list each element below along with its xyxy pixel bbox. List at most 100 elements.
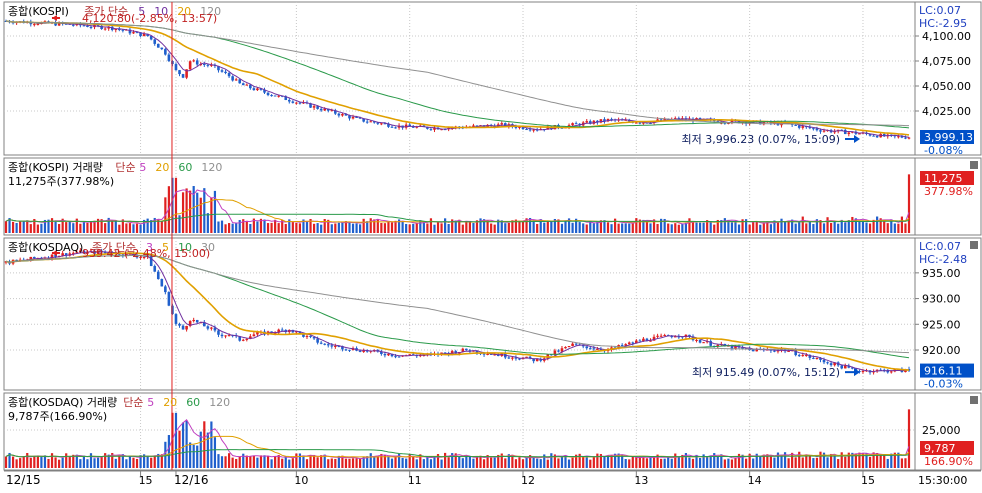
volume-bar (883, 455, 886, 468)
volume-bar (451, 219, 454, 233)
volume-bar (408, 224, 411, 233)
volume-bar (528, 217, 532, 233)
volume-bar (868, 456, 872, 468)
candle-body (673, 336, 677, 338)
volume-bar (284, 456, 287, 468)
candle-body (174, 314, 178, 324)
candle-body (266, 92, 270, 96)
candle-body (358, 117, 362, 119)
volume-bar (196, 192, 199, 233)
candle-body (241, 83, 245, 86)
candle-body (443, 129, 447, 131)
candle-body (174, 64, 178, 71)
volume-bar (543, 454, 546, 468)
volume-bar (135, 223, 139, 233)
high-arrowhead (51, 250, 57, 256)
volume-bar (40, 457, 43, 468)
volume-bar (674, 453, 677, 468)
candle-body (217, 66, 220, 71)
volume-bar (589, 459, 592, 468)
volume-bar (617, 453, 620, 468)
volume-bar (652, 456, 656, 468)
candle-body (907, 137, 911, 139)
candle-body (833, 362, 836, 366)
volume-bar (684, 222, 688, 233)
volume-bar (380, 453, 383, 468)
candle-body (298, 331, 302, 334)
volume-bar (504, 223, 507, 233)
volume-bar (585, 224, 588, 233)
volume-bar (571, 457, 574, 468)
current-change: 166.90% (924, 455, 973, 468)
volume-bar (394, 456, 397, 468)
candle-body (203, 322, 206, 327)
volume-bar (118, 224, 121, 233)
volume-ma-5 (5, 189, 910, 225)
volume-bar (876, 216, 879, 233)
volume-bar (486, 220, 489, 233)
volume-bar (840, 452, 843, 468)
candle-body (252, 334, 256, 337)
panel-title: 종합(KOSDAQ) (8, 241, 83, 254)
panel-close-button[interactable] (970, 161, 978, 169)
candle-body (71, 252, 75, 254)
volume-bar (773, 220, 776, 233)
volume-bar (447, 224, 450, 233)
candle-body (270, 95, 273, 97)
volume-bar (40, 223, 43, 233)
y-tick-label: 4,100.00 (922, 30, 971, 43)
volume-bar (15, 459, 18, 468)
candle-body (585, 346, 589, 349)
candle-body (153, 266, 157, 272)
candle-body (904, 137, 907, 139)
volume-bar (118, 454, 121, 468)
candle-body (164, 286, 167, 293)
volume-bar (50, 453, 54, 468)
candle-body (245, 84, 249, 86)
volume-bar (734, 457, 737, 468)
candle-body (153, 39, 157, 44)
volume-bar (723, 218, 726, 233)
volume-bar (585, 457, 588, 468)
volume-bar (189, 442, 192, 468)
candle-body (206, 326, 210, 329)
volume-bar (532, 220, 535, 233)
candle-body (805, 354, 808, 356)
panel-title: 종합(KOSPI) 거래량 (8, 161, 103, 174)
candle-body (702, 342, 705, 344)
candle-body (86, 25, 89, 27)
volume-bar (879, 455, 882, 468)
volume-bar (153, 217, 156, 233)
volume-bar (649, 223, 652, 233)
volume-bar (550, 453, 553, 468)
volume-bar (79, 223, 82, 233)
volume-bar (337, 455, 340, 468)
volume-bar (826, 457, 829, 468)
candle-body (256, 88, 259, 91)
panel-close-button[interactable] (970, 396, 978, 404)
volume-bar (401, 457, 404, 468)
volume-bar (33, 218, 36, 233)
candle-body (525, 129, 528, 131)
candle-body (351, 116, 355, 119)
volume-bar (362, 457, 365, 468)
candle-body (518, 358, 521, 360)
volume-bar (348, 222, 351, 233)
volume-bar (36, 455, 39, 468)
candle-body (238, 336, 242, 341)
panel-close-button[interactable] (970, 241, 978, 249)
candle-body (188, 61, 192, 70)
volume-bar (706, 456, 709, 468)
volume-bar (890, 219, 893, 233)
volume-bar (490, 457, 493, 468)
volume-bar (677, 456, 680, 468)
volume-bar (387, 221, 390, 233)
hc-label: HC:-2.95 (919, 17, 967, 30)
candle-body (82, 25, 86, 27)
candle-body (139, 32, 142, 37)
volume-bar (376, 218, 379, 233)
volume-bar (783, 452, 787, 468)
x-tick-label: 15 (139, 474, 153, 487)
candle-body (309, 103, 312, 108)
